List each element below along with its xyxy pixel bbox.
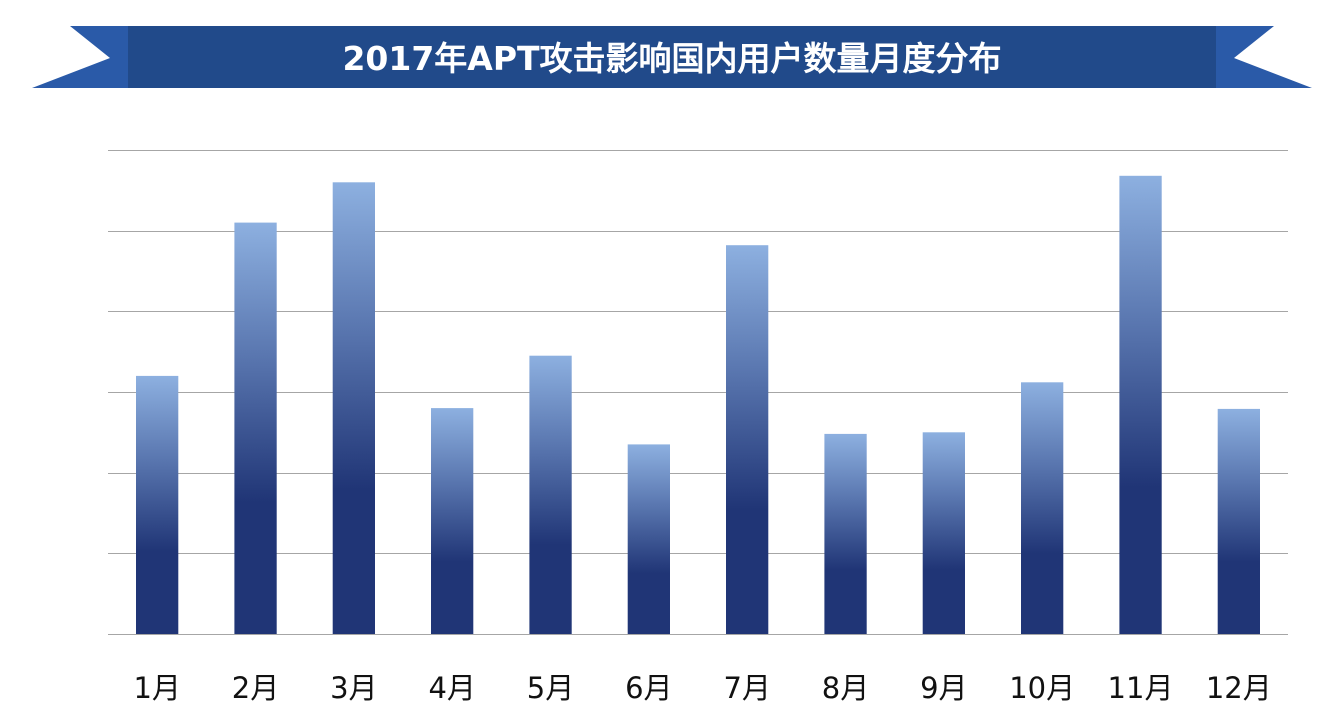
x-tick-label: 6月 — [625, 671, 672, 705]
bar-6 — [627, 444, 670, 634]
bar-12 — [1217, 408, 1260, 634]
bar-11 — [1119, 175, 1162, 635]
x-tick-label: 10月 — [1009, 671, 1075, 705]
bar-3 — [332, 182, 375, 635]
banner-right-ribbon — [1216, 26, 1312, 88]
bar-9 — [922, 432, 965, 634]
bars — [136, 175, 1260, 635]
x-tick-labels: 1月 2月 3月 4月 5月 6月 7月 8月 9月 10月 11月 12月 — [133, 671, 1271, 705]
title-banner: 2017年APT攻击影响国内用户数量月度分布 — [32, 26, 1312, 88]
banner-left-ribbon — [32, 26, 128, 88]
x-tick-label: 7月 — [723, 671, 770, 705]
bar-2 — [234, 222, 277, 634]
x-tick-label: 5月 — [527, 671, 574, 705]
x-tick-label: 8月 — [822, 671, 869, 705]
x-tick-label: 11月 — [1108, 671, 1174, 705]
x-tick-label: 1月 — [133, 671, 180, 705]
x-tick-label: 2月 — [232, 671, 279, 705]
bar-1 — [136, 375, 179, 634]
bar-5 — [529, 355, 572, 634]
bar-4 — [431, 408, 474, 634]
chart-title: 2017年APT攻击影响国内用户数量月度分布 — [342, 39, 1001, 78]
bar-7 — [726, 245, 769, 634]
bar-8 — [824, 433, 867, 634]
bar-10 — [1021, 382, 1064, 634]
x-tick-label: 4月 — [428, 671, 475, 705]
x-tick-label: 3月 — [330, 671, 377, 705]
x-tick-label: 12月 — [1206, 671, 1272, 705]
banner-body — [128, 26, 1216, 88]
gridlines — [108, 150, 1288, 554]
x-tick-label: 9月 — [920, 671, 967, 705]
